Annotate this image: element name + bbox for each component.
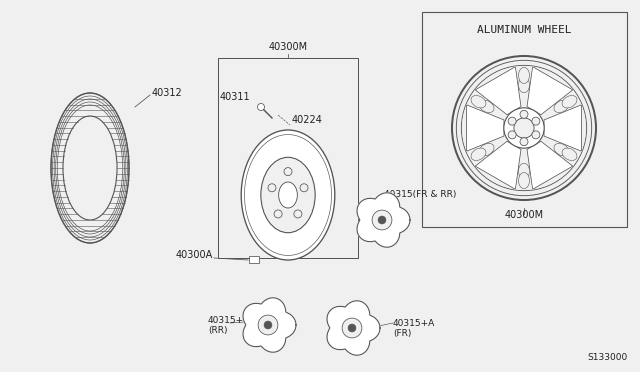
Ellipse shape <box>479 143 494 156</box>
Text: S133000: S133000 <box>588 353 628 362</box>
Circle shape <box>264 321 272 329</box>
Polygon shape <box>527 141 573 189</box>
Polygon shape <box>476 141 521 189</box>
Circle shape <box>348 324 356 332</box>
Text: 40300M: 40300M <box>268 42 308 52</box>
Ellipse shape <box>518 163 529 179</box>
Ellipse shape <box>63 116 117 220</box>
Ellipse shape <box>471 148 486 160</box>
Ellipse shape <box>261 157 315 233</box>
Circle shape <box>268 184 276 192</box>
Bar <box>218 58 358 258</box>
Polygon shape <box>357 193 410 247</box>
Ellipse shape <box>554 143 569 156</box>
Text: 40315(FR & RR): 40315(FR & RR) <box>384 190 456 199</box>
Ellipse shape <box>518 67 529 83</box>
Polygon shape <box>243 298 296 352</box>
Circle shape <box>342 318 362 338</box>
Polygon shape <box>467 105 504 151</box>
Circle shape <box>508 117 516 125</box>
Polygon shape <box>527 67 573 115</box>
Bar <box>249 256 259 263</box>
Ellipse shape <box>479 100 494 113</box>
Circle shape <box>462 66 586 190</box>
Circle shape <box>532 117 540 125</box>
Ellipse shape <box>554 100 569 113</box>
Text: 40300A: 40300A <box>176 250 213 260</box>
Polygon shape <box>544 105 581 151</box>
Circle shape <box>284 168 292 176</box>
Text: 40300M: 40300M <box>504 210 543 220</box>
Ellipse shape <box>241 130 335 260</box>
Circle shape <box>372 210 392 230</box>
Bar <box>422 12 627 227</box>
Circle shape <box>258 315 278 335</box>
Text: 40224: 40224 <box>292 115 323 125</box>
Polygon shape <box>327 301 380 355</box>
Circle shape <box>378 216 386 224</box>
Ellipse shape <box>278 182 298 208</box>
Circle shape <box>508 131 516 139</box>
Ellipse shape <box>518 173 529 189</box>
Ellipse shape <box>518 77 529 93</box>
Polygon shape <box>476 67 521 115</box>
Ellipse shape <box>471 96 486 108</box>
Text: 40315+B
(RR): 40315+B (RR) <box>208 316 250 336</box>
Text: 40312: 40312 <box>152 88 183 98</box>
Circle shape <box>274 210 282 218</box>
Circle shape <box>504 108 544 148</box>
Ellipse shape <box>562 148 577 160</box>
Text: ALUMINUM WHEEL: ALUMINUM WHEEL <box>477 25 572 35</box>
Circle shape <box>520 110 528 118</box>
Text: 40315+A
(FR): 40315+A (FR) <box>393 319 435 339</box>
Circle shape <box>520 138 528 146</box>
Text: 40311: 40311 <box>220 92 250 102</box>
Circle shape <box>532 131 540 139</box>
Ellipse shape <box>562 96 577 108</box>
Circle shape <box>300 184 308 192</box>
Circle shape <box>257 103 264 110</box>
Circle shape <box>294 210 302 218</box>
Circle shape <box>514 118 534 138</box>
